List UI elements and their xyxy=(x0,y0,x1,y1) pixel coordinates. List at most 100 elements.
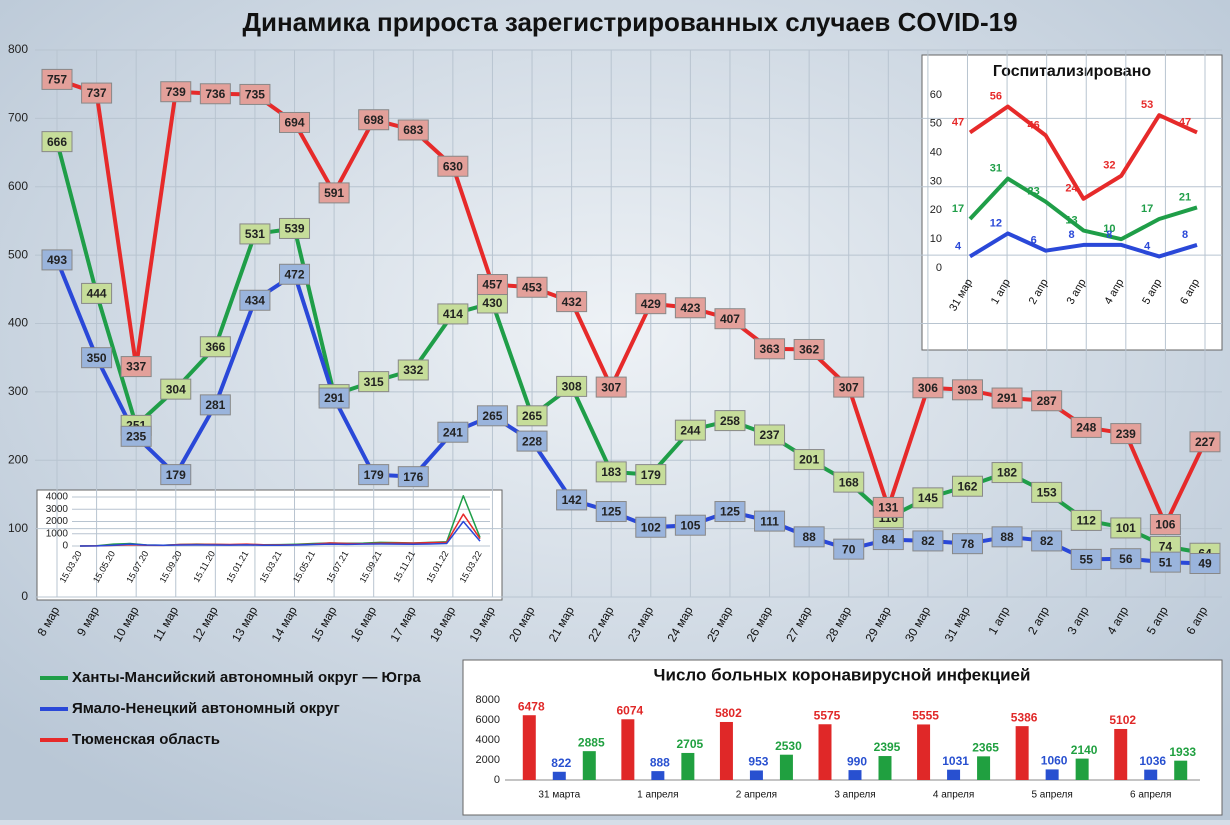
label-box xyxy=(1070,509,1102,531)
data-label: 432 xyxy=(562,295,582,309)
data-label: 46 xyxy=(1028,119,1040,131)
data-label: 179 xyxy=(364,468,384,482)
data-label: 2705 xyxy=(677,737,704,751)
bar xyxy=(1045,769,1059,780)
data-label: 74 xyxy=(1159,540,1173,554)
data-label: 5575 xyxy=(814,708,841,722)
y-tick-label: 3000 xyxy=(46,504,69,515)
y-tick-label: 0 xyxy=(936,262,942,274)
label-box xyxy=(160,378,192,400)
label-box xyxy=(358,464,390,486)
data-label: 281 xyxy=(205,398,225,412)
data-label: 49 xyxy=(1198,557,1212,571)
label-box xyxy=(279,217,311,239)
data-label: 591 xyxy=(324,186,344,200)
label-box xyxy=(912,487,944,509)
y-tick-label: 20 xyxy=(930,204,942,216)
label-box xyxy=(793,338,825,360)
data-label: 47 xyxy=(952,116,964,128)
label-box xyxy=(674,297,706,319)
data-label: 112 xyxy=(1077,514,1097,528)
label-box xyxy=(1070,548,1102,570)
label-box xyxy=(833,376,865,398)
data-label: 457 xyxy=(482,278,502,292)
label-box xyxy=(951,475,983,497)
data-label: 2885 xyxy=(578,735,605,749)
label-box xyxy=(437,421,469,443)
data-label: 287 xyxy=(1037,394,1057,408)
data-label: 303 xyxy=(957,383,977,397)
label-box xyxy=(674,514,706,536)
label-box xyxy=(991,462,1023,484)
label-box xyxy=(358,109,390,131)
label-box xyxy=(279,111,311,133)
y-tick-label: 10 xyxy=(930,233,942,245)
label-box xyxy=(239,223,271,245)
label-box xyxy=(1110,423,1142,445)
data-label: 47 xyxy=(1179,116,1191,128)
bar xyxy=(917,724,931,780)
x-tick-label: 1 апреля xyxy=(637,790,678,801)
data-label: 235 xyxy=(126,429,146,443)
data-label: 201 xyxy=(799,453,819,467)
legend-label: Ямало-Ненецкий автономный округ xyxy=(72,700,340,717)
label-box xyxy=(951,533,983,555)
data-label: 444 xyxy=(87,287,107,301)
data-label: 32 xyxy=(1103,160,1115,172)
data-label: 737 xyxy=(87,86,107,100)
y-tick-label: 800 xyxy=(8,42,28,56)
data-label: 106 xyxy=(1155,518,1175,532)
label-box xyxy=(1031,390,1063,412)
y-tick-label: 0 xyxy=(21,589,28,603)
data-label: 13 xyxy=(1065,214,1077,226)
data-label: 2140 xyxy=(1071,743,1098,757)
data-label: 1031 xyxy=(942,754,969,768)
data-label: 304 xyxy=(166,382,186,396)
data-label: 183 xyxy=(601,465,621,479)
data-label: 407 xyxy=(720,312,740,326)
label-box xyxy=(41,249,73,271)
bar xyxy=(621,719,635,780)
bar xyxy=(1075,758,1089,780)
y-tick-label: 400 xyxy=(8,316,28,330)
x-tick-label: 31 марта xyxy=(538,790,580,801)
label-box xyxy=(397,119,429,141)
data-label: 539 xyxy=(285,222,305,236)
data-label: 24 xyxy=(1065,183,1078,195)
y-tick-label: 6000 xyxy=(476,714,500,726)
data-label: 101 xyxy=(1116,521,1136,535)
data-label: 56 xyxy=(1119,552,1133,566)
y-tick-label: 4000 xyxy=(476,734,500,746)
data-label: 145 xyxy=(918,491,938,505)
bar xyxy=(1174,760,1188,780)
y-tick-label: 300 xyxy=(8,384,28,398)
label-box xyxy=(1070,416,1102,438)
label-box xyxy=(1149,514,1181,536)
label-box xyxy=(793,449,825,471)
data-label: 8 xyxy=(1106,229,1112,241)
y-tick-label: 0 xyxy=(62,541,68,552)
label-box xyxy=(635,464,667,486)
series-line xyxy=(968,104,1198,201)
bar xyxy=(522,715,536,780)
data-label: 228 xyxy=(522,434,542,448)
data-label: 239 xyxy=(1116,427,1136,441)
label-box xyxy=(674,419,706,441)
data-label: 630 xyxy=(443,159,463,173)
label-box xyxy=(1110,517,1142,539)
data-label: 241 xyxy=(443,425,463,439)
data-label: 21 xyxy=(1179,191,1191,203)
label-box xyxy=(81,82,113,104)
bar xyxy=(651,771,665,780)
label-box xyxy=(912,530,944,552)
data-label: 306 xyxy=(918,381,938,395)
label-box xyxy=(754,338,786,360)
label-box xyxy=(437,155,469,177)
bar xyxy=(582,751,596,780)
data-label: 5102 xyxy=(1109,713,1136,727)
data-label: 23 xyxy=(1028,186,1040,198)
label-box xyxy=(714,410,746,432)
data-label: 8 xyxy=(1182,229,1188,241)
